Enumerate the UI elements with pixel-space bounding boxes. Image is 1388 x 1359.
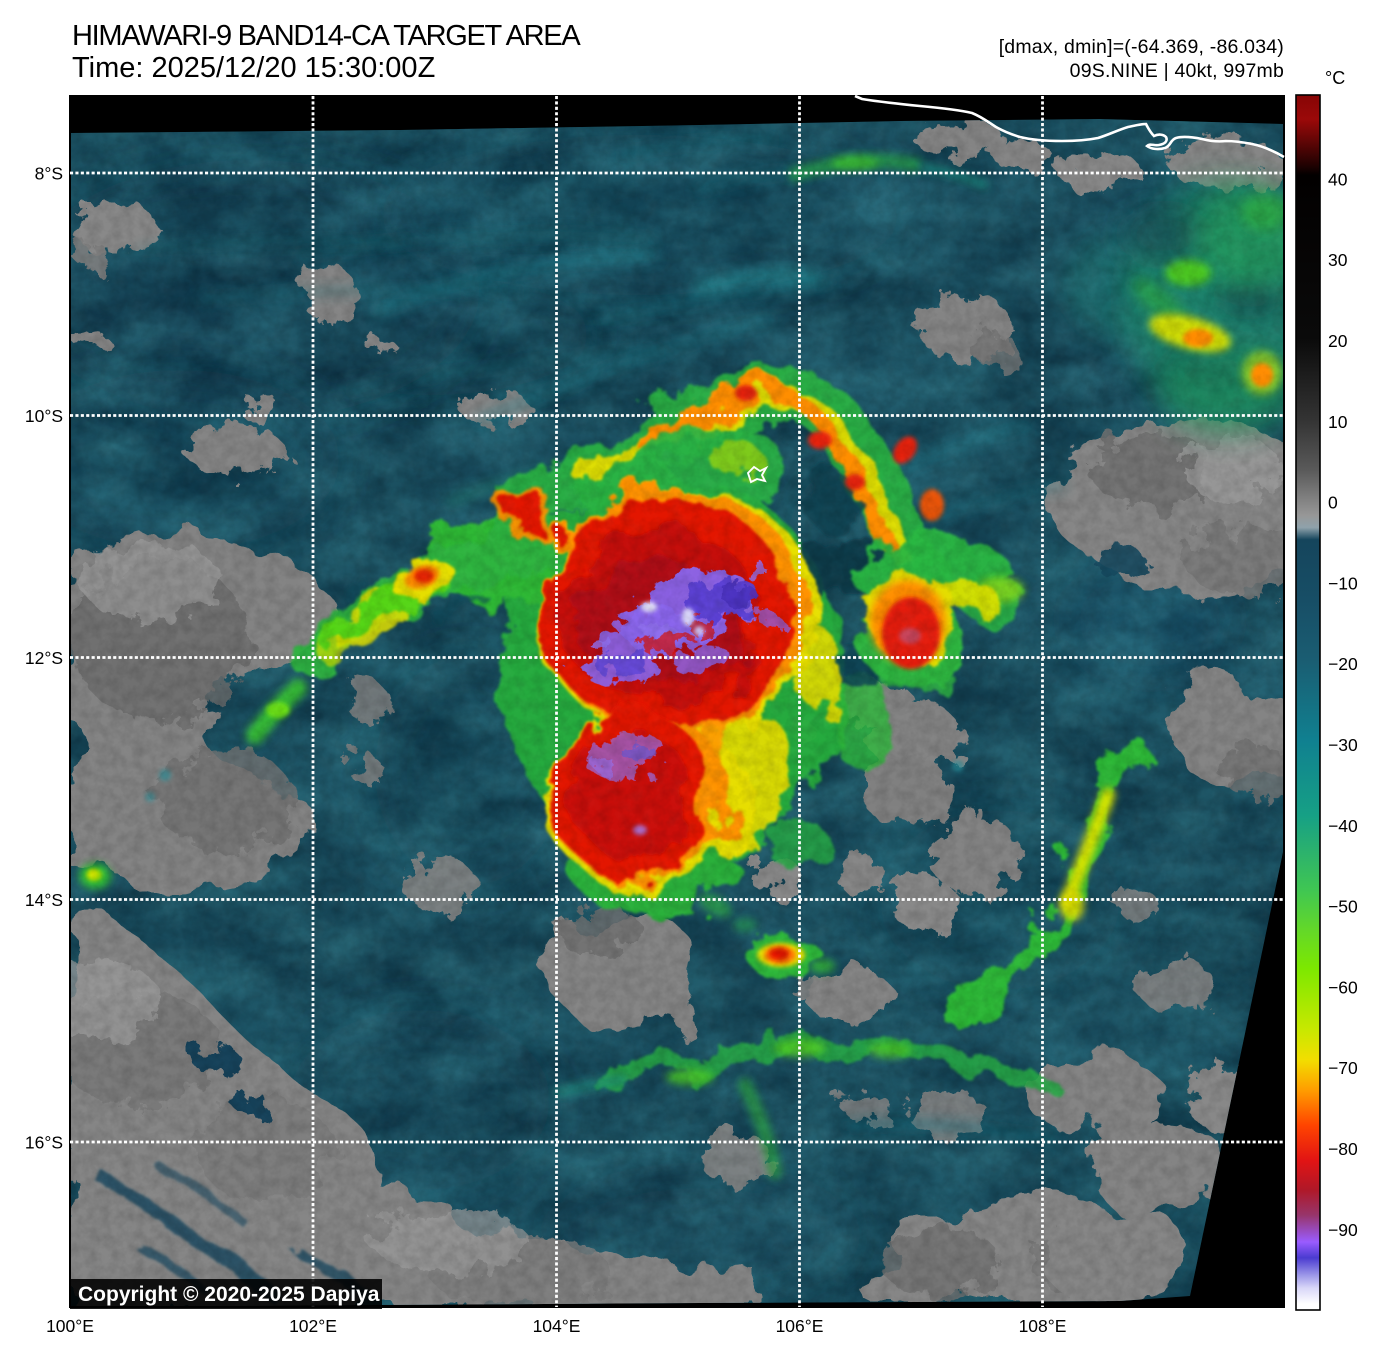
- svg-text:[dmax, dmin]=(-64.369, -86.034: [dmax, dmin]=(-64.369, -86.034): [999, 36, 1284, 58]
- svg-text:−40: −40: [1328, 816, 1358, 836]
- svg-text:−80: −80: [1328, 1139, 1358, 1159]
- svg-text:Copyright © 2020-2025 Dapiya: Copyright © 2020-2025 Dapiya: [78, 1283, 380, 1306]
- svg-text:14°S: 14°S: [25, 890, 63, 910]
- svg-text:10: 10: [1328, 412, 1348, 432]
- svg-text:20: 20: [1328, 331, 1348, 351]
- svg-text:09S.NINE | 40kt, 997mb: 09S.NINE | 40kt, 997mb: [1070, 60, 1284, 82]
- svg-text:8°S: 8°S: [35, 163, 63, 183]
- svg-text:12°S: 12°S: [25, 648, 63, 668]
- svg-text:−30: −30: [1328, 735, 1358, 755]
- svg-text:−70: −70: [1328, 1058, 1358, 1078]
- svg-text:−60: −60: [1328, 977, 1358, 997]
- svg-text:−10: −10: [1328, 573, 1358, 593]
- svg-text:−20: −20: [1328, 654, 1358, 674]
- svg-text:10°S: 10°S: [25, 406, 63, 426]
- svg-text:102°E: 102°E: [289, 1316, 337, 1336]
- svg-text:30: 30: [1328, 250, 1348, 270]
- svg-text:HIMAWARI-9 BAND14-CA TARGET AR: HIMAWARI-9 BAND14-CA TARGET AREA: [72, 20, 581, 52]
- svg-text:°C: °C: [1325, 68, 1345, 88]
- svg-text:Time: 2025/12/20 15:30:00Z: Time: 2025/12/20 15:30:00Z: [72, 52, 435, 84]
- svg-text:106°E: 106°E: [776, 1316, 824, 1336]
- svg-text:100°E: 100°E: [46, 1316, 94, 1336]
- svg-text:−90: −90: [1328, 1220, 1358, 1240]
- svg-text:40: 40: [1328, 169, 1348, 189]
- svg-text:−50: −50: [1328, 897, 1358, 917]
- svg-text:16°S: 16°S: [25, 1132, 63, 1152]
- svg-text:108°E: 108°E: [1019, 1316, 1067, 1336]
- svg-text:0: 0: [1328, 493, 1338, 513]
- svg-text:104°E: 104°E: [533, 1316, 581, 1336]
